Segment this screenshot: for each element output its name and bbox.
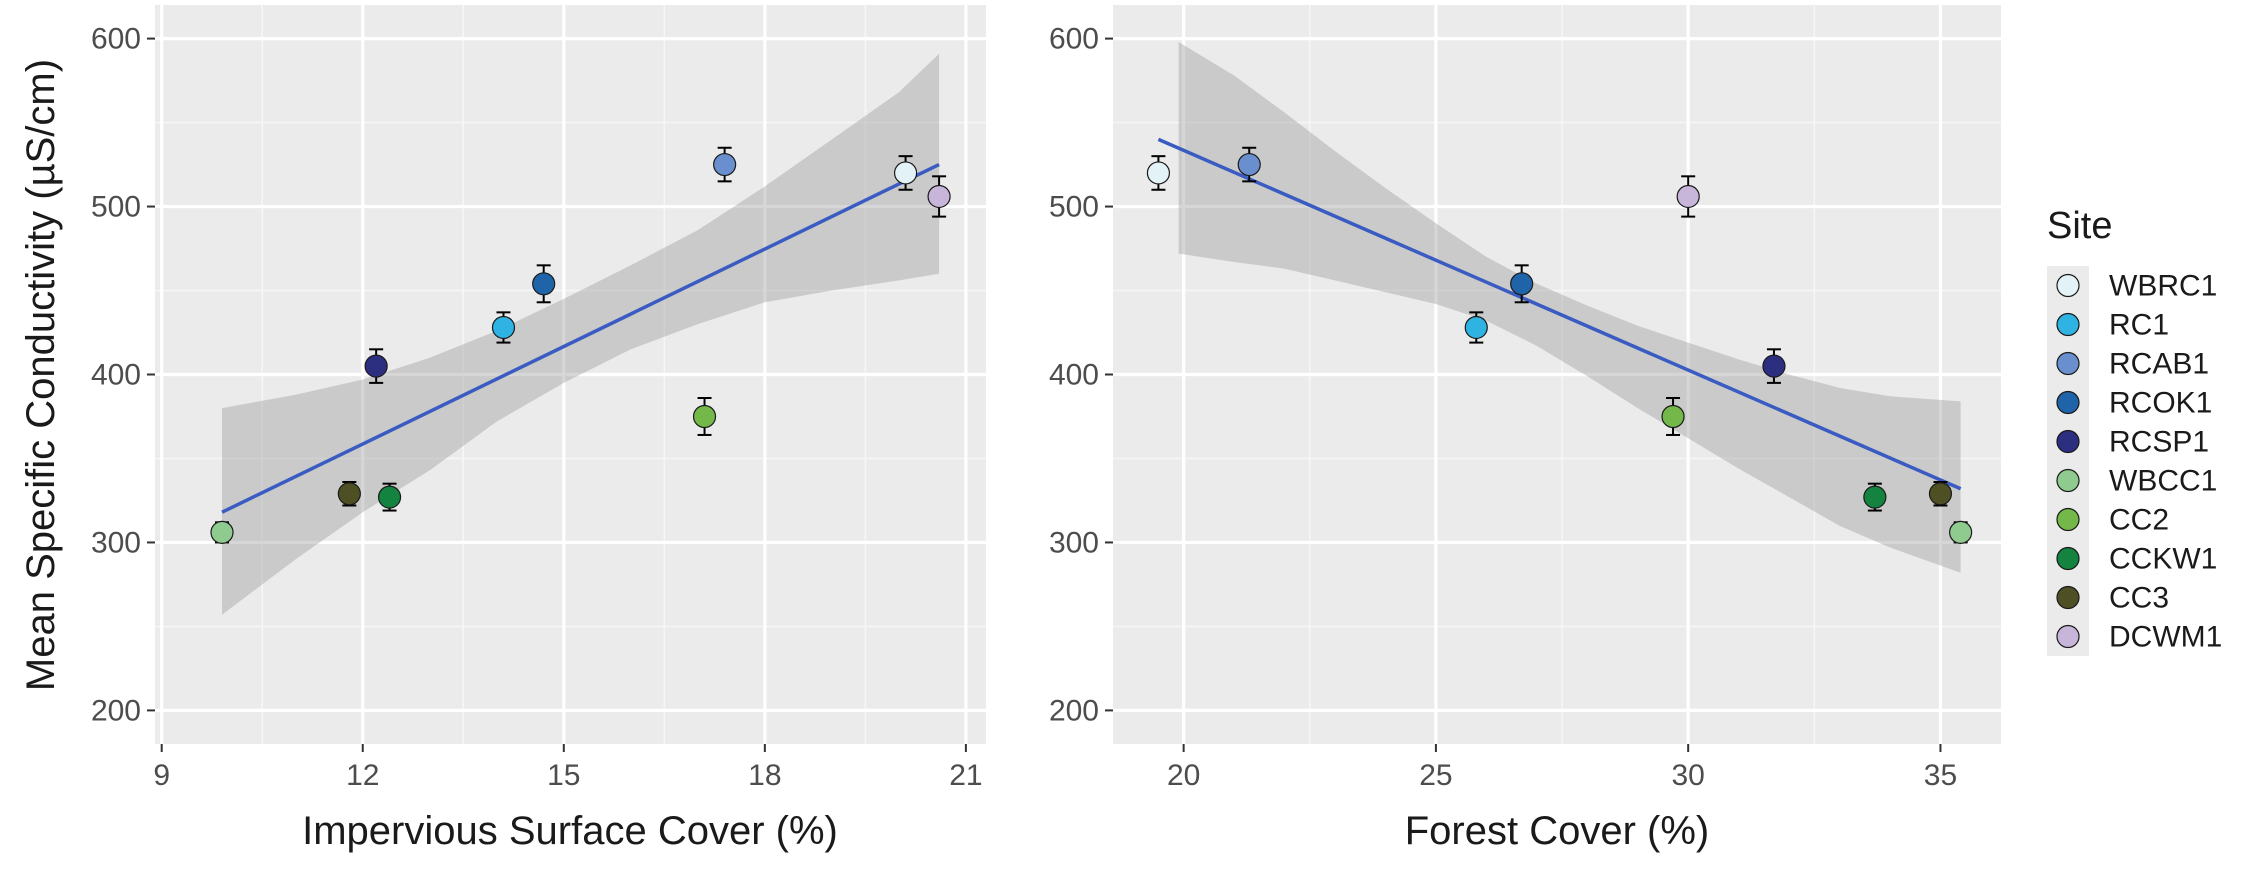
panel-impervious: 200 300 400 500 600 9 12 15 18 21 Impervious Surfa… — [91, 5, 986, 853]
x-tick-label: 30 — [1671, 759, 1704, 792]
data-point-cc2 — [692, 397, 717, 436]
point-marker — [1928, 482, 1953, 506]
point-marker — [1510, 272, 1534, 296]
legend-key-cc3 — [2056, 585, 2080, 610]
y-tick-label: 300 — [91, 526, 141, 559]
legend-label-rcok1: RCOK1 — [2109, 387, 2212, 420]
regression-line — [221, 162, 940, 514]
data-point-rcok1 — [532, 264, 556, 304]
point-marker — [1237, 152, 1261, 177]
legend: Site WBRC1 RC1 RCAB1 RCOK1 RCSP1 WBCC1 CC2 CCKW… — [2047, 205, 2222, 656]
point-marker — [532, 272, 556, 296]
point-marker — [927, 184, 951, 209]
data-point-cc3 — [337, 480, 361, 507]
x-tick-label: 20 — [1167, 759, 1200, 792]
panel-forest: 200 300 400 500 600 20 25 30 35 Forest Cover (%) — [1049, 5, 2001, 853]
x-axis-title: Impervious Surface Cover (%) — [302, 809, 838, 853]
data-point-wbcc1 — [1949, 520, 1973, 544]
data-point-rcab1 — [713, 146, 737, 183]
data-point-cc3 — [1928, 480, 1953, 507]
data-point-wbrc1 — [1146, 155, 1171, 191]
legend-label-rcab1: RCAB1 — [2109, 348, 2209, 381]
data-point-rc1 — [1464, 311, 1488, 344]
point-marker — [713, 152, 737, 177]
legend-label-wbrc1: WBRC1 — [2109, 270, 2217, 303]
point-marker — [337, 482, 361, 506]
point-marker — [893, 161, 918, 185]
data-point-cc2 — [1661, 397, 1685, 436]
data-point-wbrc1 — [893, 155, 918, 191]
point-marker — [692, 404, 717, 429]
data-point-rcsp1 — [364, 348, 388, 384]
y-tick-label: 500 — [91, 191, 141, 224]
x-axis-title: Forest Cover (%) — [1405, 809, 1710, 853]
x-tick-label: 18 — [748, 759, 781, 792]
x-tick-label: 15 — [547, 759, 580, 792]
data-point-rc1 — [491, 311, 516, 344]
legend-key-wbcc1 — [2056, 468, 2080, 493]
data-point-rcsp1 — [1762, 348, 1786, 384]
legend-label-rc1: RC1 — [2109, 309, 2169, 342]
confidence-band — [1178, 42, 1961, 573]
point-marker — [491, 315, 516, 340]
x-tick-label: 35 — [1924, 759, 1957, 792]
point-marker — [364, 354, 388, 378]
y-tick-label: 300 — [1049, 526, 1099, 559]
legend-label-wbcc1: WBCC1 — [2109, 465, 2217, 498]
data-point-rcab1 — [1237, 146, 1261, 183]
point-marker — [1863, 485, 1887, 509]
legend-label-cc3: CC3 — [2109, 582, 2169, 615]
legend-key-wbrc1 — [2056, 273, 2080, 298]
data-point-cckw1 — [1863, 482, 1887, 512]
y-tick-label: 200 — [91, 694, 141, 727]
legend-key-rc1 — [2056, 312, 2080, 337]
point-marker — [1949, 520, 1973, 544]
legend-key-cckw1 — [2056, 546, 2080, 571]
x-tick-label: 25 — [1419, 759, 1452, 792]
legend-key-rcok1 — [2056, 390, 2080, 415]
point-marker — [210, 520, 234, 544]
point-marker — [1661, 404, 1685, 429]
x-tick-label: 9 — [153, 759, 170, 792]
legend-key-dcwm1 — [2056, 624, 2080, 649]
legend-label-cc2: CC2 — [2109, 504, 2169, 537]
x-tick-label: 21 — [949, 759, 982, 792]
x-tick-label: 12 — [346, 759, 379, 792]
point-marker — [377, 485, 402, 509]
point-marker — [1146, 161, 1171, 185]
data-point-dcwm1 — [1676, 175, 1700, 218]
point-marker — [1464, 315, 1488, 340]
point-marker — [1762, 354, 1786, 378]
legend-key-cc2 — [2056, 507, 2080, 532]
data-point-wbcc1 — [210, 520, 234, 544]
y-axis-title: Mean Specific Conductivity (µS/cm) — [19, 59, 63, 691]
data-point-dcwm1 — [927, 175, 951, 218]
point-marker — [1676, 184, 1700, 209]
y-tick-label: 600 — [1049, 23, 1099, 56]
regression-line — [1157, 137, 1962, 491]
legend-key-rcsp1 — [2056, 429, 2080, 454]
y-tick-label: 400 — [1049, 359, 1099, 392]
legend-label-cckw1: CCKW1 — [2109, 543, 2217, 576]
y-tick-label: 200 — [1049, 694, 1099, 727]
y-tick-label: 600 — [91, 23, 141, 56]
legend-title: Site — [2047, 205, 2112, 247]
legend-label-rcsp1: RCSP1 — [2109, 426, 2209, 459]
y-tick-label: 400 — [91, 359, 141, 392]
data-point-rcok1 — [1510, 264, 1534, 304]
confidence-band — [222, 53, 940, 615]
data-point-cckw1 — [377, 482, 402, 512]
legend-key-rcab1 — [2056, 351, 2080, 376]
y-tick-label: 500 — [1049, 191, 1099, 224]
legend-label-dcwm1: DCWM1 — [2109, 621, 2222, 654]
